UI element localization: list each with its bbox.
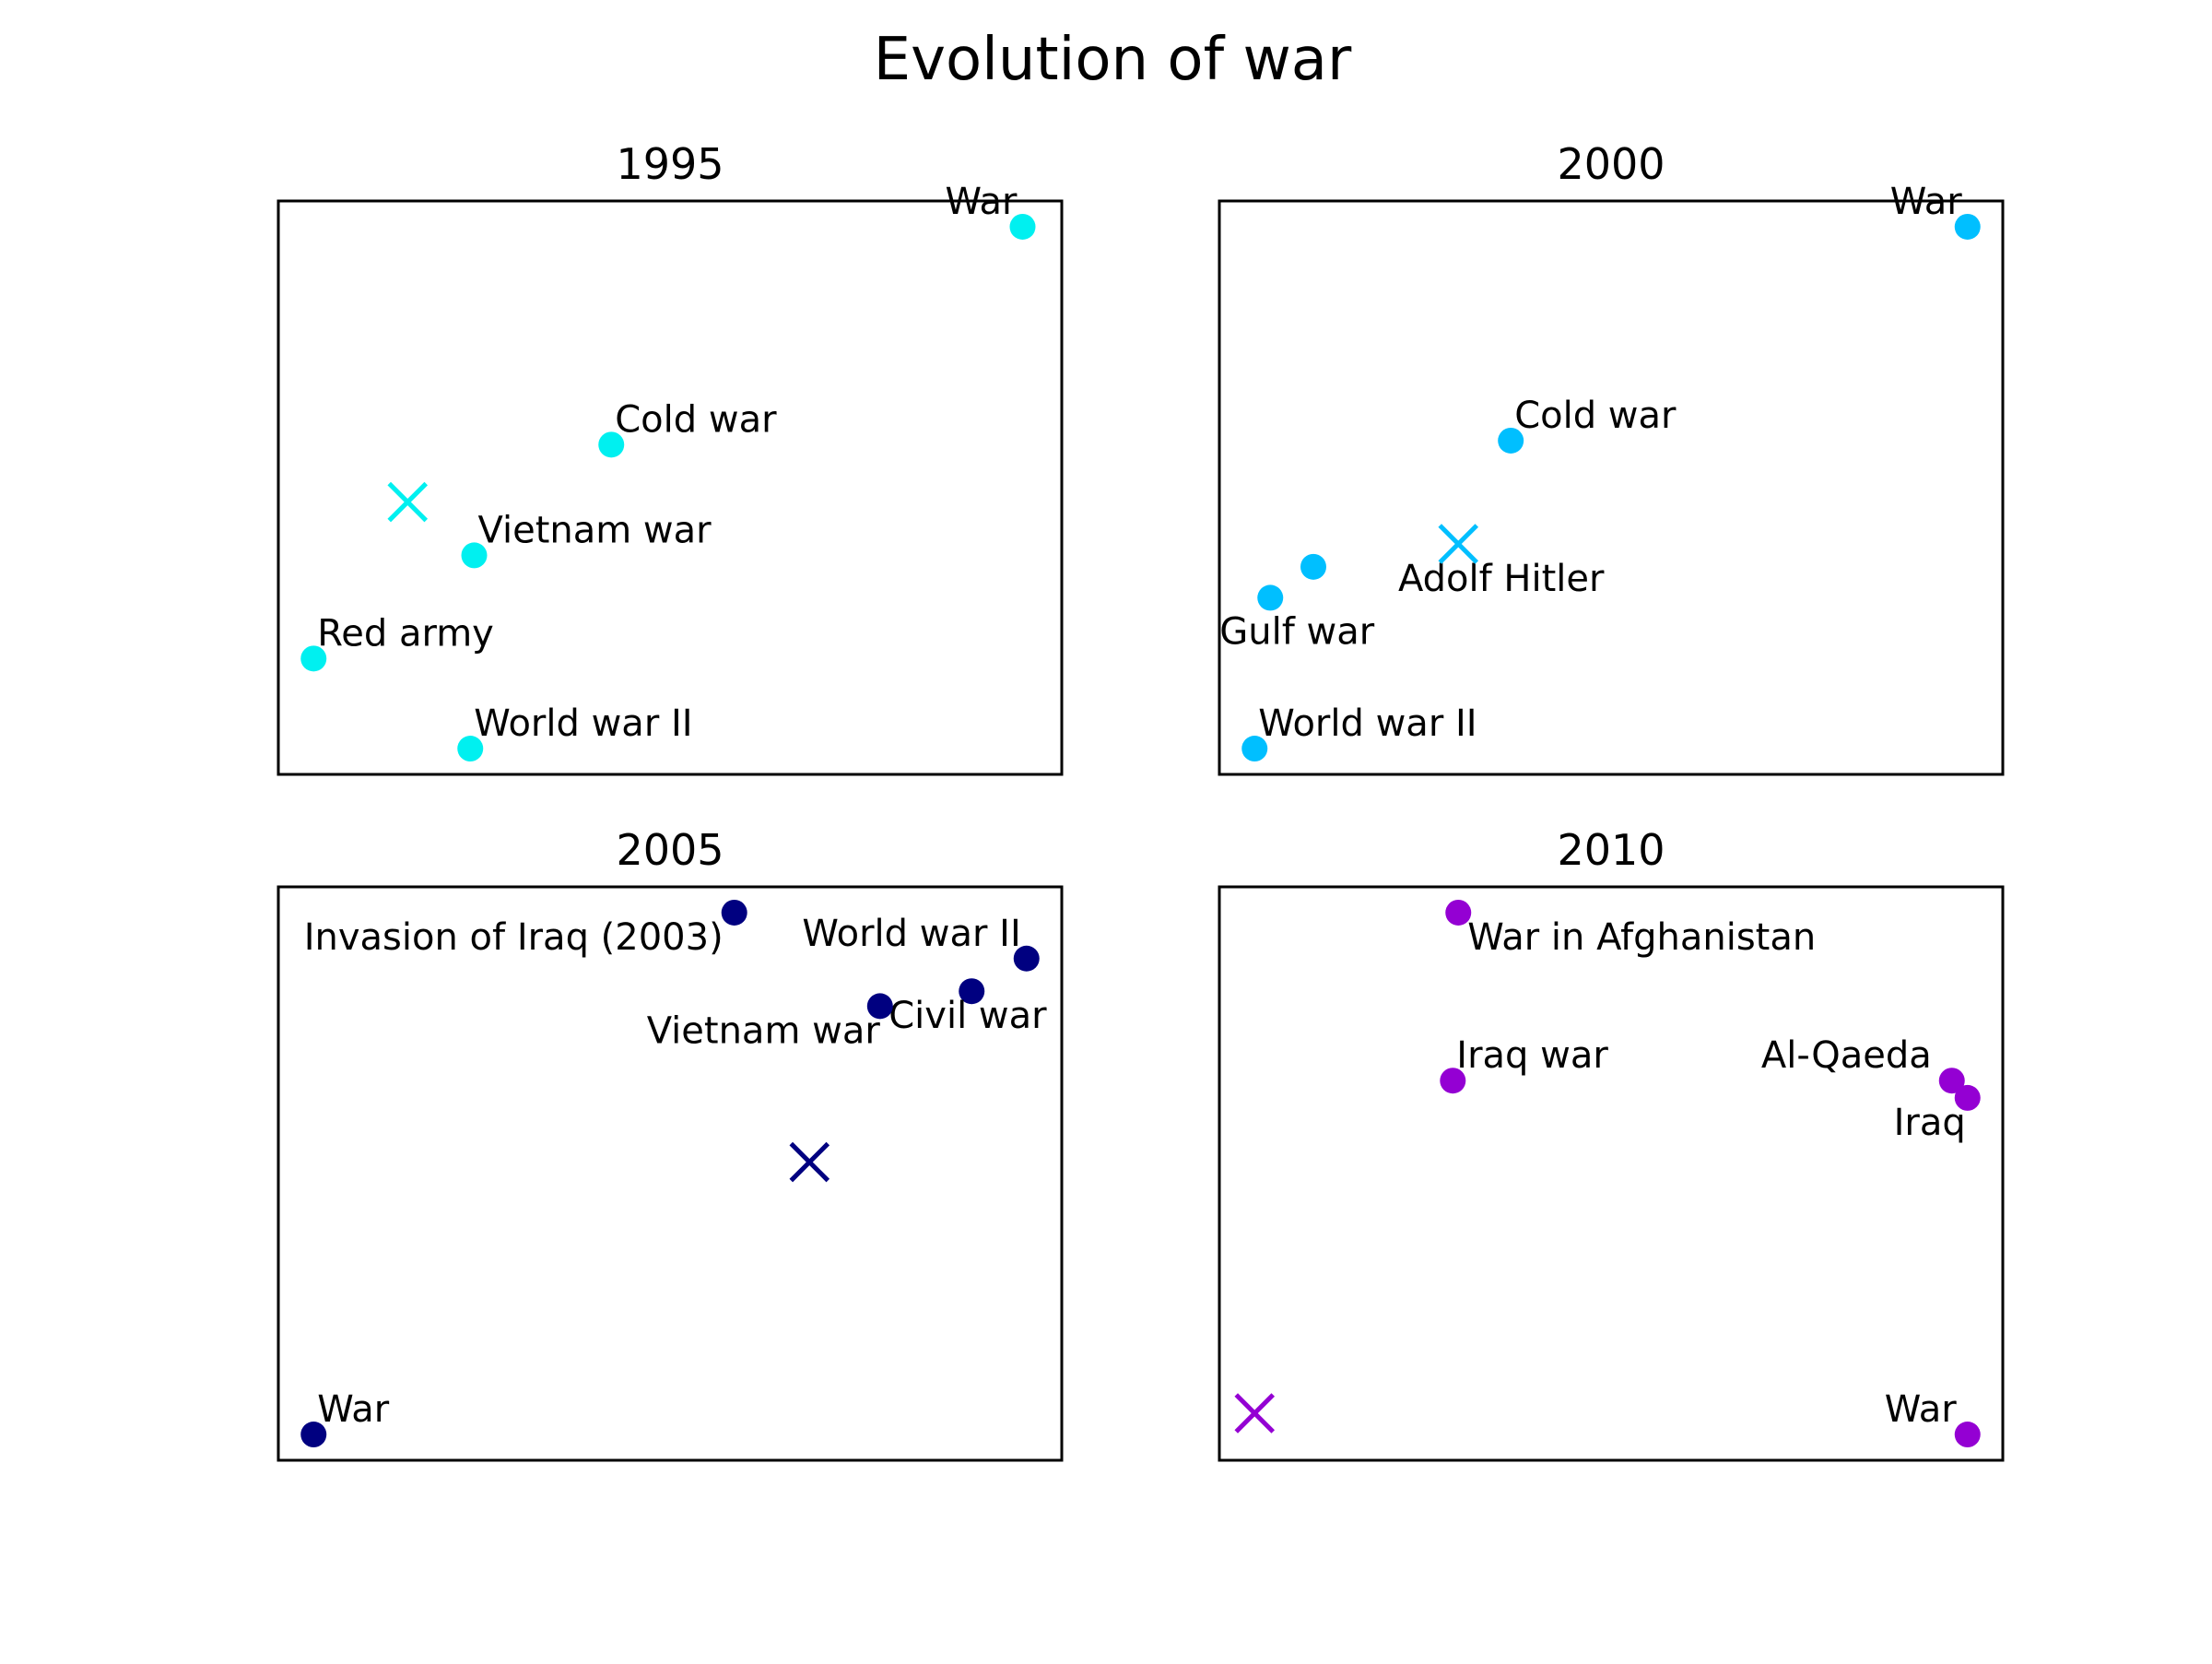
centroid-marker <box>1438 524 1479 564</box>
point-label: World war II <box>802 913 1020 955</box>
centroid-marker <box>387 481 429 523</box>
data-point <box>457 736 484 762</box>
subplot-title: 2005 <box>616 825 724 875</box>
data-point <box>461 542 488 569</box>
subplot-2010: 2010 War in Afghanistan Iraq war Al-Qaeda Ir… <box>1218 825 2005 1462</box>
point-label: War <box>946 181 1018 223</box>
point-label: War <box>1885 1388 1958 1431</box>
point-label: Cold war <box>1514 395 1677 437</box>
subplot-title: 2000 <box>1557 139 1665 189</box>
data-point <box>1241 736 1268 762</box>
figure-title: Evolution of war <box>874 26 1352 94</box>
point-label: Iraq <box>1894 1102 1966 1144</box>
point-label: War <box>317 1388 390 1431</box>
data-point <box>1954 1084 1981 1111</box>
data-point <box>1257 584 1284 611</box>
subplot-title: 2010 <box>1557 825 1665 875</box>
data-point <box>1938 1068 1965 1094</box>
centroid-stroke <box>789 1141 830 1183</box>
data-point <box>1954 213 1981 240</box>
point-label: War in Afghanistan <box>1467 916 1816 959</box>
centroid-marker <box>1234 1393 1276 1434</box>
subplot-frame <box>276 199 1064 776</box>
data-point <box>1009 213 1036 240</box>
data-point <box>1498 427 1524 454</box>
point-label: Iraq war <box>1456 1034 1608 1077</box>
data-point <box>1954 1422 1981 1448</box>
subplot-frame <box>1218 885 2005 1462</box>
point-label: World war II <box>474 702 692 745</box>
data-point <box>959 978 985 1005</box>
point-label: Vietnam war <box>478 509 712 551</box>
point-label: Cold war <box>615 398 777 441</box>
point-label: Red army <box>317 612 494 655</box>
centroid-stroke <box>387 481 429 523</box>
data-point <box>300 1422 327 1448</box>
subplot-1995: 1995 War Cold war Vietnam war Red army World … <box>276 139 1064 776</box>
point-label: World war II <box>1258 702 1477 745</box>
data-point <box>1445 899 1472 926</box>
data-point <box>598 431 625 458</box>
centroid-stroke <box>1234 1393 1276 1434</box>
point-label: Gulf war <box>1219 610 1374 653</box>
data-point <box>721 899 747 926</box>
point-label: Civil war <box>888 995 1047 1037</box>
point-label: Invasion of Iraq (2003) <box>304 916 724 959</box>
subplot-frame <box>1218 199 2005 776</box>
data-point <box>1013 945 1040 972</box>
point-label: War <box>1890 181 1963 223</box>
data-point <box>300 645 327 672</box>
subplot-frame <box>276 885 1064 1462</box>
point-label: Al-Qaeda <box>1761 1034 1932 1077</box>
subplot-title: 1995 <box>616 139 724 189</box>
data-point <box>1440 1068 1466 1094</box>
subplot-grid: 1995 War Cold war Vietnam war Red army World … <box>276 139 2005 1462</box>
point-label: Adolf Hitler <box>1398 558 1605 600</box>
centroid-marker <box>789 1141 830 1183</box>
data-point <box>1300 553 1326 580</box>
data-point <box>866 993 893 1020</box>
centroid-stroke <box>1438 524 1479 564</box>
subplot-2005: 2005 Invasion of Iraq (2003) World war II C… <box>276 825 1064 1462</box>
point-label: Vietnam war <box>647 1009 881 1052</box>
subplot-2000: 2000 War Cold war Adolf Hitler Gulf war World… <box>1218 139 2005 776</box>
